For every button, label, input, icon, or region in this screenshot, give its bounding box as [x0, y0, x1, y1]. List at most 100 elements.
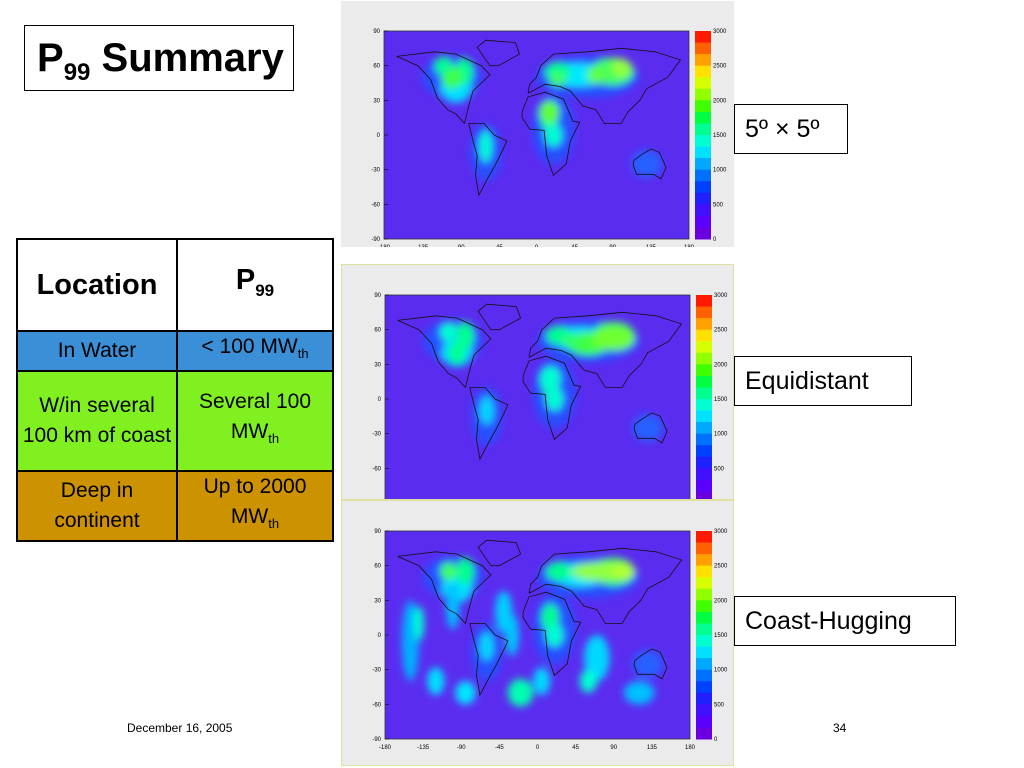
x-tick-label: 45: [572, 745, 579, 751]
scale-swatch: [696, 375, 712, 388]
scale-tick-label: 3000: [714, 293, 728, 299]
scale-tick-label: 1500: [714, 397, 728, 403]
heat-blob: [623, 681, 655, 705]
scale-swatch: [695, 169, 711, 182]
scale-swatch: [696, 635, 712, 648]
coastline: [397, 315, 492, 389]
heat-blob: [609, 563, 635, 580]
scale-swatch: [696, 588, 712, 601]
scale-swatch: [696, 410, 712, 423]
scale-swatch: [696, 704, 712, 717]
coastline: [522, 591, 582, 677]
scale-swatch: [696, 318, 712, 331]
heat-blob: [539, 100, 560, 124]
heat-blob: [448, 341, 466, 365]
scale-swatch: [696, 399, 712, 412]
scale-tick-label: 500: [714, 702, 725, 708]
cell-location: Deep in continent: [16, 470, 178, 542]
coastline: [397, 551, 492, 625]
y-tick-label: -90: [372, 737, 381, 743]
y-tick-label: 90: [374, 529, 381, 535]
scale-tick-label: 2500: [714, 328, 728, 334]
heat-blob: [507, 678, 534, 707]
y-tick-label: 60: [374, 328, 381, 334]
scale-tick-label: 1500: [714, 633, 728, 639]
scale-swatch: [696, 692, 712, 705]
x-tick-label: 45: [571, 245, 578, 247]
y-tick-label: 0: [378, 633, 382, 639]
heat-blobs: [401, 556, 663, 707]
coastline: [521, 91, 581, 177]
coastline: [468, 123, 508, 197]
scale-swatch: [695, 146, 711, 159]
scale-tick-label: 1500: [713, 133, 727, 139]
heat-blob: [571, 562, 623, 581]
y-tick-label: -60: [371, 202, 380, 208]
scale-swatch: [696, 306, 712, 319]
scale-swatch: [695, 135, 711, 148]
scale-tick-label: 1000: [714, 668, 728, 674]
x-tick-label: 180: [684, 245, 695, 247]
heat-blob: [545, 562, 572, 581]
scale-swatch: [696, 456, 712, 469]
scale-swatch: [695, 204, 711, 217]
heat-blob: [480, 130, 491, 163]
heat-blob: [562, 334, 580, 349]
heat-blob: [440, 562, 458, 581]
table-row: Deep in continent Up to 2000 MWth: [16, 470, 334, 542]
scale-tick-label: 3000: [714, 529, 728, 535]
scale-swatch: [696, 468, 712, 481]
cell-value: Several 100 MWth: [176, 370, 334, 472]
cell-value: < 100 MWth: [176, 330, 334, 372]
scale-swatch: [696, 422, 712, 435]
map-panel-coast-hugging: 90 60 30 0 -30 -60 -90 -180 -135 -90 -45 0 45 90 135 18…: [341, 500, 734, 766]
label-equidistant: Equidistant: [734, 356, 912, 406]
y-tick-label: 60: [374, 564, 381, 570]
x-tick-label: -45: [494, 245, 503, 247]
x-tick-label: 180: [685, 745, 696, 751]
y-tick-label: -30: [372, 432, 381, 438]
scale-swatch: [695, 54, 711, 67]
cell-location: W/in several 100 km of coast: [16, 370, 178, 472]
heat-blob: [457, 321, 474, 350]
label-coast-hugging: Coast-Hugging: [734, 596, 956, 646]
scale-swatch: [696, 542, 712, 555]
heat-blob: [592, 327, 635, 351]
scale-swatch: [696, 445, 712, 458]
scale-tick-label: 0: [714, 737, 718, 743]
coastline: [469, 623, 509, 697]
slide-title: P99 Summary: [37, 36, 284, 87]
y-tick-label: -90: [371, 237, 380, 243]
x-tick-label: 90: [609, 245, 616, 247]
scale-tick-label: 2500: [713, 64, 727, 70]
header-location: Location: [16, 238, 178, 332]
coastline: [528, 547, 683, 624]
y-tick-label: 30: [374, 362, 381, 368]
table-row: W/in several 100 km of coast Several 100…: [16, 370, 334, 472]
heat-blob: [446, 583, 460, 630]
heat-blob: [540, 366, 561, 390]
x-tick-label: -135: [416, 245, 429, 247]
scale-swatch: [695, 215, 711, 228]
scale-tick-label: 1000: [713, 168, 727, 174]
heat-blob: [545, 387, 563, 411]
title-subscript: 99: [63, 59, 91, 86]
heatmap-equidistant: 90 60 30 0 -30 -60 3000 2500 2000 1500 1000 500: [372, 293, 728, 499]
heat-blob: [587, 65, 605, 85]
coastline: [476, 39, 521, 67]
scale-swatch: [695, 192, 711, 205]
x-tick-label: 135: [646, 245, 657, 247]
label-5x5: 5º × 5º: [734, 104, 848, 154]
footer-page-number: 34: [833, 721, 847, 735]
scale-swatch: [696, 611, 712, 624]
map-panel-equidistant: 90 60 30 0 -30 -60 3000 2500 2000 1500 1000 500: [341, 264, 734, 500]
scale-swatch: [696, 681, 712, 694]
header-p99: P99: [176, 238, 334, 332]
heat-blob: [413, 606, 424, 641]
heatmap-5x5: 90 60 30 0 -30 -60 -90 -180 -135 -90 -45 0 45 90 135 18…: [371, 29, 727, 247]
scale-tick-label: 0: [713, 237, 717, 243]
scale-swatch: [696, 669, 712, 682]
heat-blob: [549, 72, 567, 87]
heat-blob: [544, 123, 562, 147]
scale-swatch: [695, 88, 711, 101]
